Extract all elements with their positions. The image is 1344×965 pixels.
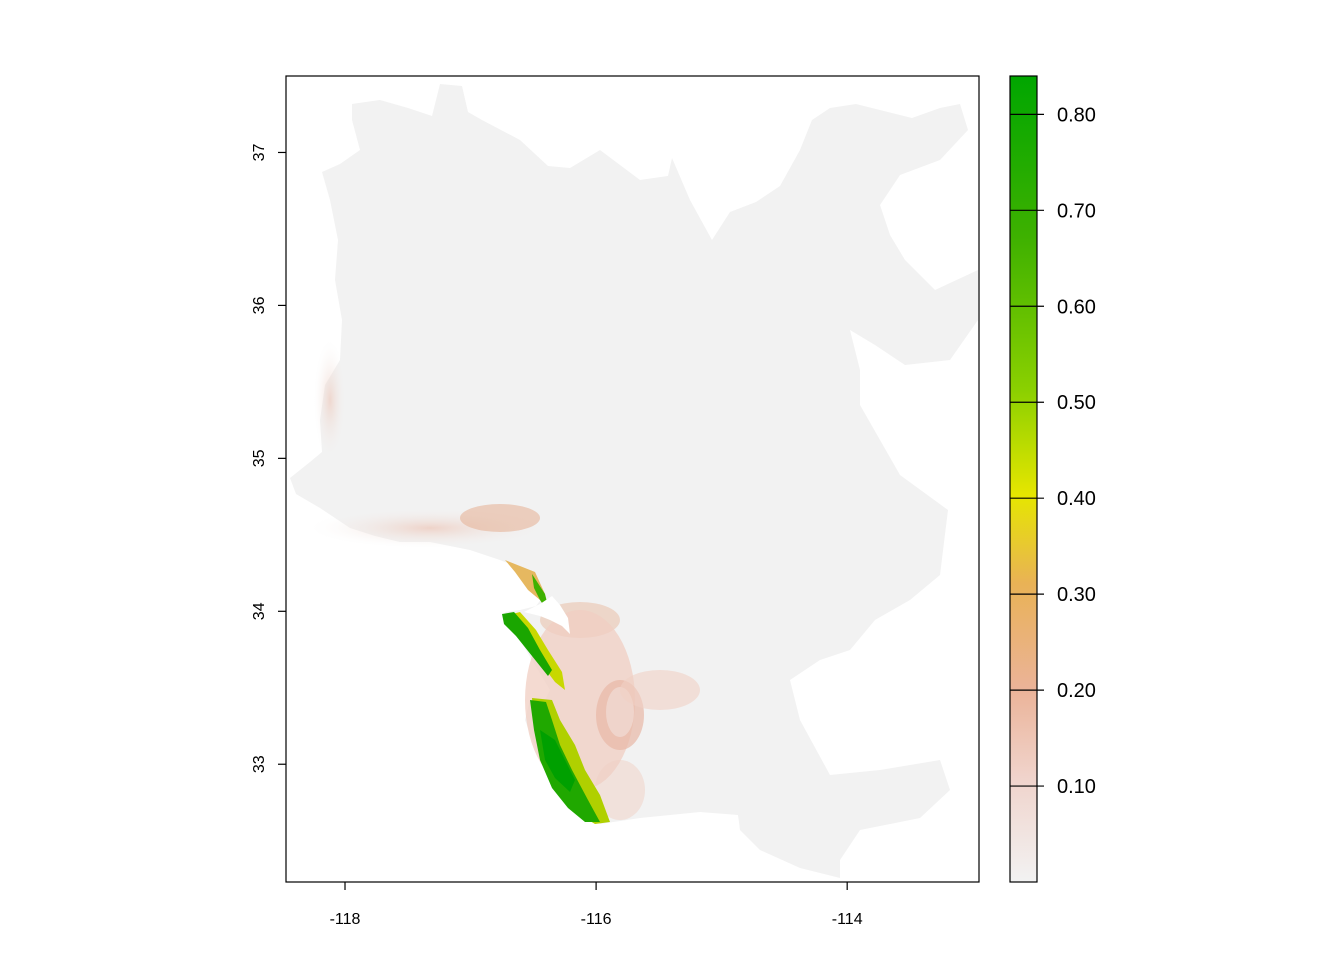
raster-layer — [290, 84, 978, 878]
y-tick-label: 37 — [251, 143, 268, 161]
legend-tick-label: 0.20 — [1057, 680, 1096, 702]
coast-band-south-green-core — [540, 730, 575, 792]
plot-frame — [285, 75, 980, 883]
legend: 0.10 0.20 0.30 0.40 0.50 0.60 0.70 0.80 — [1009, 75, 1096, 883]
y-tick-label: 36 — [251, 296, 268, 314]
x-tick-label: -114 — [832, 911, 863, 928]
x-tick-label: -116 — [581, 911, 612, 928]
legend-tick-label: 0.70 — [1057, 200, 1096, 222]
land-region — [290, 84, 978, 878]
legend-tick-label: 0.30 — [1057, 584, 1096, 606]
y-tick-label: 33 — [251, 755, 268, 773]
x-tick-label: -118 — [330, 911, 361, 928]
y-tick-label: 34 — [251, 602, 268, 620]
coast-band-north-green — [532, 574, 558, 618]
tint-west-edge — [314, 340, 346, 460]
legend-colorbar — [1009, 75, 1038, 883]
tint-ridge-1 — [460, 504, 540, 532]
legend-tick-label: 0.50 — [1057, 392, 1096, 414]
x-axis: -118 -116 -114 — [330, 882, 863, 928]
legend-tick-label: 0.60 — [1057, 296, 1096, 318]
legend-tick-label: 0.40 — [1057, 488, 1096, 510]
legend-tick-label: 0.10 — [1057, 776, 1096, 798]
coastal-inlet — [524, 596, 570, 634]
legend-ticks: 0.10 0.20 0.30 0.40 0.50 0.60 0.70 0.80 — [1010, 104, 1096, 798]
tint-southeast-fade — [620, 670, 700, 710]
legend-tick-label: 0.80 — [1057, 104, 1096, 126]
y-tick-label: 35 — [251, 449, 268, 467]
y-axis: 33 34 35 36 37 — [251, 143, 286, 773]
coast-band-mid-green — [502, 612, 552, 676]
tint-south-coast — [595, 760, 645, 820]
